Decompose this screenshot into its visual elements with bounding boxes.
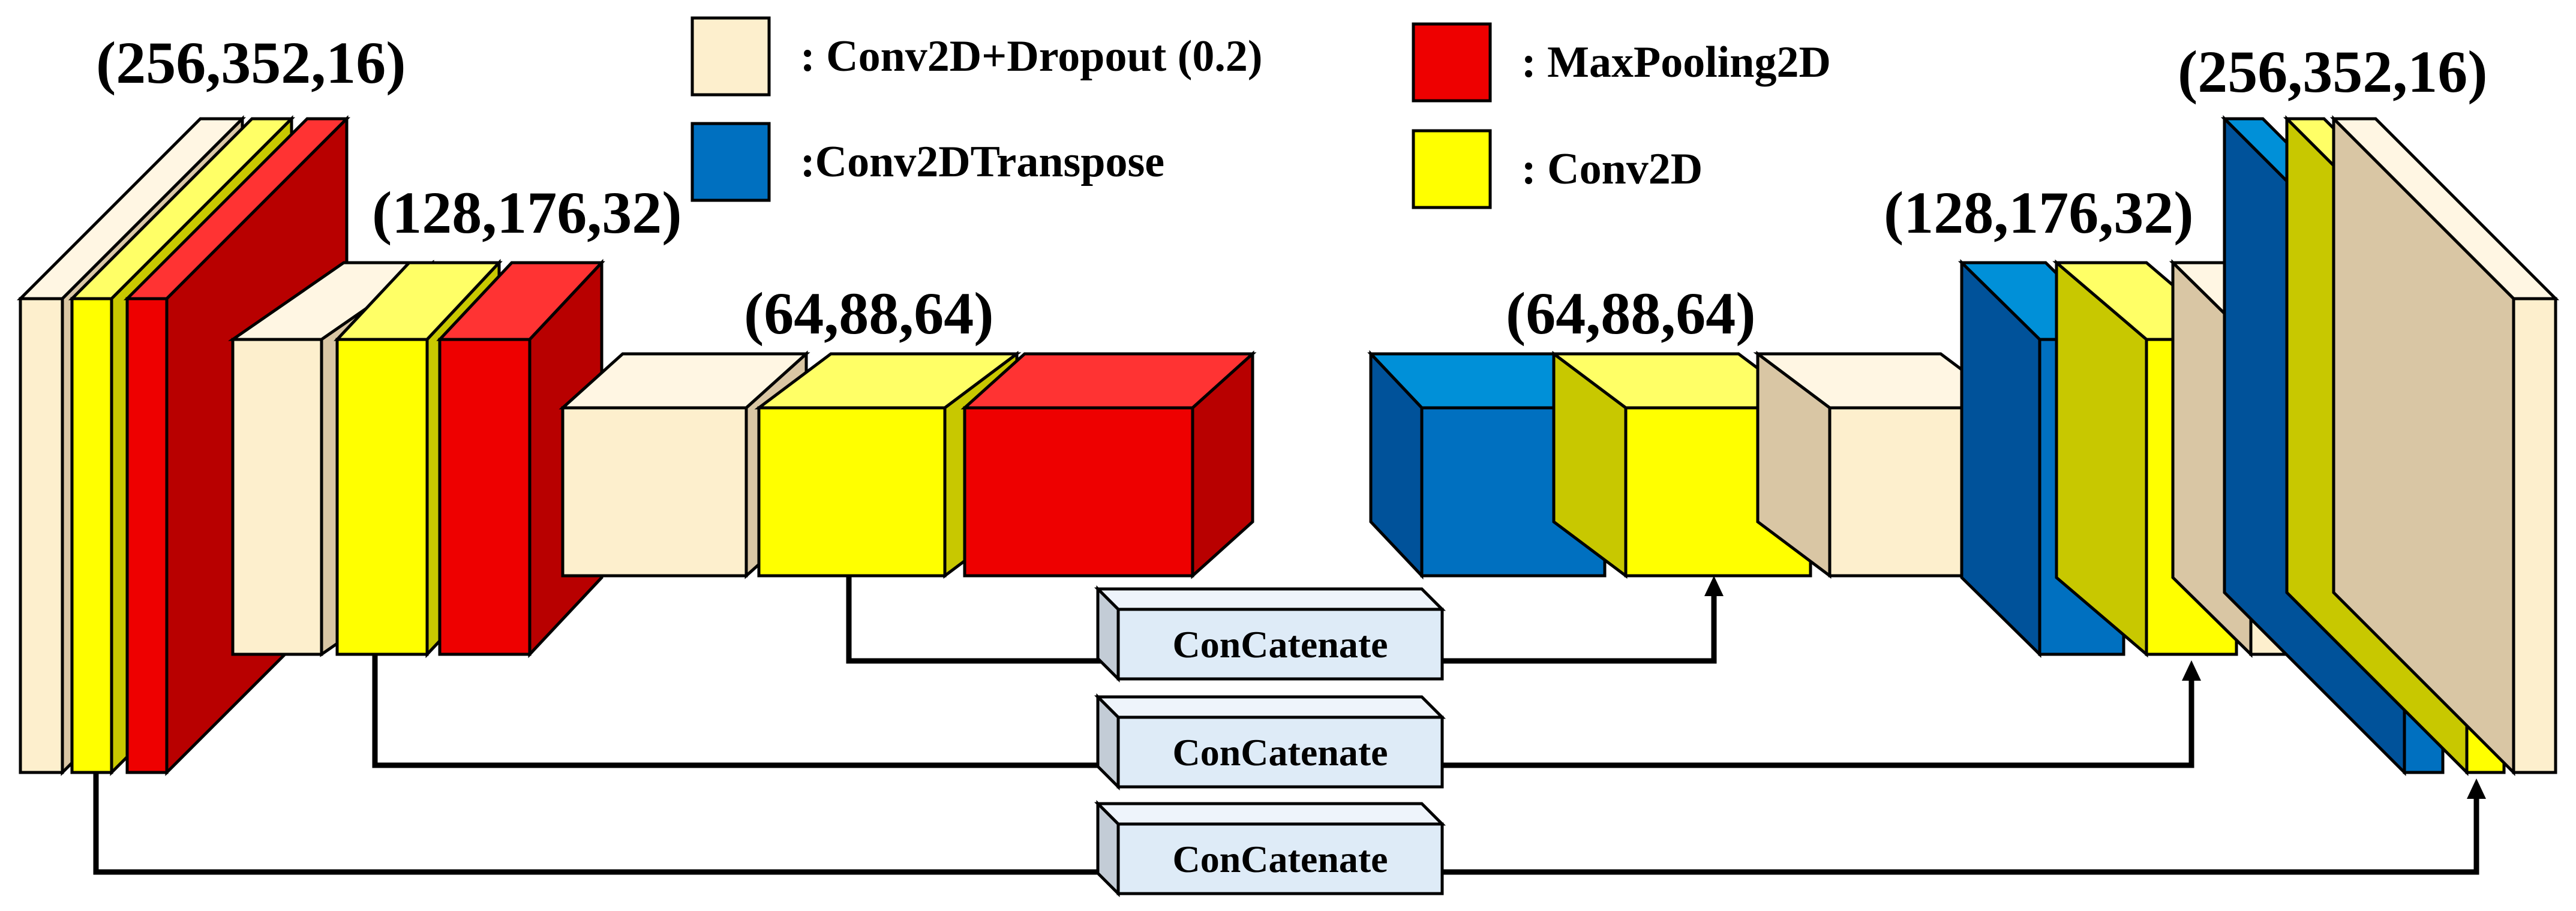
enc3-conv-dropout-block-front <box>561 406 748 578</box>
legend-item-transpose: :Conv2DTranspose <box>690 122 1164 202</box>
enc2-conv2d-block-front <box>335 338 429 656</box>
dec1-conv-dropout-block-front <box>2512 297 2557 774</box>
layer-blocks <box>16 115 2560 777</box>
cream-square <box>690 16 771 97</box>
enc3-maxpool-block-front <box>963 406 1194 578</box>
blue-square <box>690 122 771 202</box>
enc2-conv-dropout-block-front <box>231 338 323 656</box>
shape-label-dec2: (128,176,32) <box>1884 179 2194 246</box>
shape-label-enc2: (128,176,32) <box>372 179 682 246</box>
concat-label: ConCatenate <box>1172 623 1388 666</box>
enc1-maxpool-block-front <box>125 297 169 774</box>
dec1-conv-dropout-block <box>2329 115 2560 777</box>
shape-label-dec3: (64,88,64) <box>1506 280 1756 347</box>
legend-item-conv: : Conv2D <box>1412 129 1703 209</box>
shape-label-enc1: (256,352,16) <box>96 29 406 96</box>
red-square <box>1412 22 1492 103</box>
concat-box-front <box>1116 822 1444 895</box>
legend-label-transpose: :Conv2DTranspose <box>800 137 1164 187</box>
concat-boxes: ConCatenate ConCatenate ConCatenate <box>1094 585 1446 898</box>
concat-box-front <box>1116 715 1444 789</box>
enc1-conv2d-block-front <box>70 297 113 774</box>
yellow-square <box>1412 129 1492 209</box>
concat-box-top <box>1094 802 1446 826</box>
concat-connector-2-arrowhead <box>2182 660 2201 681</box>
concat-box-3: ConCatenate <box>1094 799 1446 898</box>
concat-box-top <box>1094 587 1446 611</box>
concat-label: ConCatenate <box>1172 731 1388 774</box>
legend-label-conv_dropout: : Conv2D+Dropout (0.2) <box>800 32 1263 81</box>
shape-label-dec1: (256,352,16) <box>2178 38 2488 105</box>
concat-box-front <box>1116 608 1444 681</box>
legend-item-conv_dropout: : Conv2D+Dropout (0.2) <box>690 16 1263 97</box>
shape-label-enc3: (64,88,64) <box>744 280 994 347</box>
legend: : Conv2D+Dropout (0.2) :Conv2DTranspose : … <box>690 16 1831 209</box>
concat-connector-1-arrowhead <box>2467 778 2486 799</box>
concat-label: ConCatenate <box>1172 838 1388 880</box>
enc3-conv2d-block <box>754 351 1022 579</box>
concat-box-1: ConCatenate <box>1094 585 1446 683</box>
dec3-conv-dropout-block <box>1753 351 2017 579</box>
legend-label-maxpool: : MaxPooling2D <box>1521 38 1831 87</box>
enc1-conv-dropout-block-front <box>19 297 64 774</box>
enc3-conv2d-block-front <box>757 406 947 578</box>
concat-box-2: ConCatenate <box>1094 693 1446 791</box>
concat-box-top <box>1094 695 1446 719</box>
legend-item-maxpool: : MaxPooling2D <box>1412 22 1831 103</box>
concat-connector-3-arrowhead <box>1704 576 1724 596</box>
legend-label-conv: : Conv2D <box>1521 145 1703 194</box>
enc3-maxpool-block <box>960 350 1257 579</box>
enc2-maxpool-block-front <box>438 338 532 656</box>
